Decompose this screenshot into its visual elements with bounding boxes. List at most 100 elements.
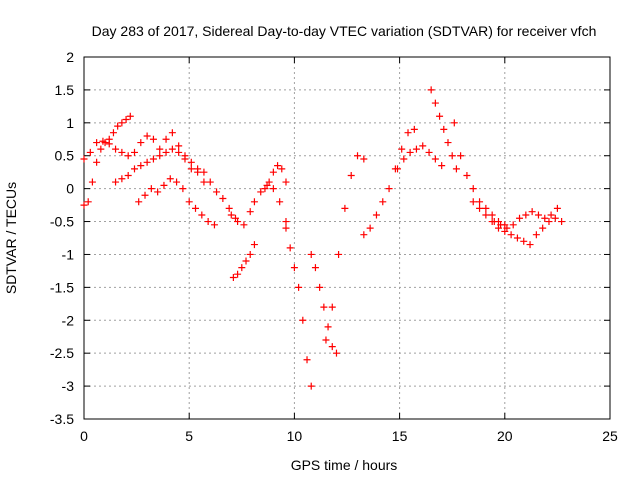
data-point xyxy=(404,129,412,137)
data-point xyxy=(269,168,277,176)
data-point xyxy=(227,211,235,219)
data-point xyxy=(154,188,162,196)
data-point xyxy=(185,198,193,206)
data-point xyxy=(522,211,530,219)
data-point xyxy=(452,165,460,173)
data-point xyxy=(444,139,452,147)
data-point xyxy=(320,303,328,311)
data-point xyxy=(534,211,542,219)
data-point xyxy=(168,129,176,137)
data-point xyxy=(482,211,490,219)
data-point xyxy=(412,145,420,153)
data-point xyxy=(246,250,254,258)
data-point xyxy=(307,382,315,390)
data-point xyxy=(156,145,164,153)
data-point xyxy=(156,152,164,160)
data-point xyxy=(162,135,170,143)
data-point xyxy=(80,155,88,163)
data-point xyxy=(250,198,258,206)
x-axis-label: GPS time / hours xyxy=(291,457,398,473)
data-point xyxy=(516,214,524,222)
data-point xyxy=(198,211,206,219)
data-point xyxy=(234,218,242,226)
data-point xyxy=(143,158,151,166)
x-tick-label: 15 xyxy=(392,428,408,444)
data-point xyxy=(240,221,248,229)
data-point xyxy=(250,241,258,249)
y-tick-label: 0 xyxy=(66,181,74,197)
data-point xyxy=(149,135,157,143)
data-point xyxy=(234,270,242,278)
data-point xyxy=(219,195,227,203)
data-point xyxy=(290,264,298,272)
data-point xyxy=(400,155,408,163)
data-point xyxy=(124,171,132,179)
data-point xyxy=(528,208,536,216)
data-point xyxy=(406,148,414,156)
data-point xyxy=(143,132,151,140)
data-point xyxy=(507,231,515,239)
y-tick-label: -3 xyxy=(62,378,75,394)
data-point xyxy=(204,218,212,226)
data-point xyxy=(490,218,498,226)
plot-frame xyxy=(83,56,611,420)
data-point xyxy=(328,343,336,351)
data-point xyxy=(112,145,120,153)
data-points xyxy=(80,86,566,390)
y-axis: 2 1.5 1 0.5 0 -0.5 -1 -1.5 -2 -2.5 -3 -3.5 xyxy=(50,49,610,427)
data-point xyxy=(532,231,540,239)
data-point xyxy=(181,152,189,160)
data-point xyxy=(316,283,324,291)
data-point xyxy=(551,214,559,222)
y-tick-label: -2.5 xyxy=(50,345,74,361)
data-point xyxy=(328,303,336,311)
data-point xyxy=(282,224,290,232)
data-point xyxy=(476,204,484,212)
data-point xyxy=(341,204,349,212)
y-tick-label: 0.5 xyxy=(55,148,75,164)
data-point xyxy=(286,244,294,252)
data-point xyxy=(303,356,311,364)
data-point xyxy=(147,185,155,193)
data-point xyxy=(187,158,195,166)
data-point xyxy=(547,211,555,219)
data-point xyxy=(114,122,122,130)
data-point xyxy=(324,323,332,331)
x-tick-label: 20 xyxy=(497,428,513,444)
data-point xyxy=(347,171,355,179)
data-point xyxy=(360,231,368,239)
data-point xyxy=(440,125,448,133)
y-tick-label: 1.5 xyxy=(55,82,75,98)
data-point xyxy=(109,129,117,137)
data-point xyxy=(93,139,101,147)
data-point xyxy=(105,140,113,148)
y-axis-label: SDTVAR / TECUs xyxy=(3,182,19,294)
data-point xyxy=(210,221,218,229)
data-point xyxy=(246,208,254,216)
data-point xyxy=(276,198,284,206)
data-point xyxy=(112,178,120,186)
x-tick-label: 5 xyxy=(185,428,193,444)
data-point xyxy=(360,155,368,163)
data-point xyxy=(141,191,149,199)
data-point xyxy=(130,148,138,156)
y-tick-label: -1.5 xyxy=(50,279,74,295)
data-point xyxy=(520,237,528,245)
data-point xyxy=(162,148,170,156)
data-point xyxy=(335,250,343,258)
data-point xyxy=(469,198,477,206)
data-point xyxy=(282,178,290,186)
chart-title: Day 283 of 2017, Sidereal Day-to-day VTE… xyxy=(92,23,597,39)
data-point xyxy=(179,185,187,193)
data-point xyxy=(299,316,307,324)
data-point xyxy=(509,221,517,229)
data-point xyxy=(166,175,174,183)
data-point xyxy=(410,125,418,133)
data-point xyxy=(372,211,380,219)
data-point xyxy=(503,224,511,232)
data-point xyxy=(126,112,134,120)
y-tick-label: -2 xyxy=(62,312,75,328)
data-point xyxy=(282,218,290,226)
data-point xyxy=(354,152,362,160)
